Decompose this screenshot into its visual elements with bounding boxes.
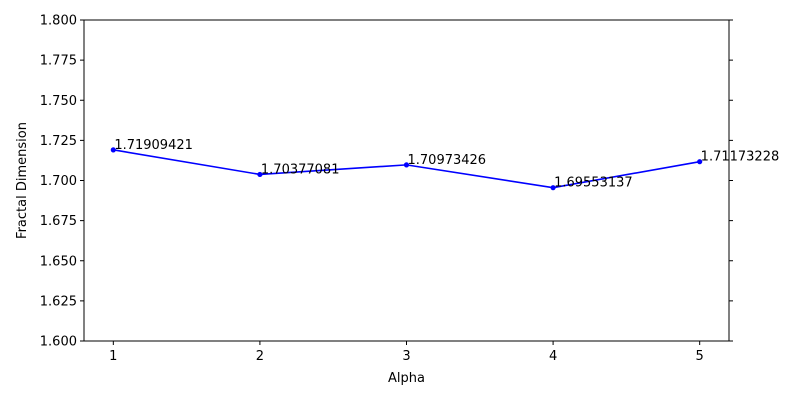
data-point — [257, 171, 263, 178]
x-axis-label: Alpha — [388, 371, 425, 386]
data-label: 1.71173228 — [701, 150, 780, 165]
y-axis-ticks: 1.600 1.625 1.650 1.675 1.700 1.725 1.750 1.775… — [40, 14, 733, 350]
data-point — [550, 185, 556, 191]
data-label: 1.70377081 — [261, 162, 340, 177]
plot-area — [84, 20, 729, 341]
y-axis-label: Fractal Dimension — [15, 122, 30, 239]
x-tick-label: 1 — [109, 349, 117, 364]
x-tick-label: 5 — [696, 349, 704, 364]
plot-frame — [83, 19, 730, 342]
y-tick-label: 1.775 — [40, 54, 77, 69]
y-tick-label: 1.700 — [40, 174, 77, 189]
data-point — [110, 147, 116, 153]
data-label: 1.71909421 — [114, 138, 193, 153]
data-point — [697, 159, 703, 165]
y-tick-label: 1.625 — [40, 294, 77, 309]
data-label: 1.70973426 — [408, 153, 487, 168]
y-tick-label: 1.750 — [40, 94, 77, 109]
x-tick-label: 4 — [549, 349, 557, 364]
data-point — [403, 162, 410, 168]
data-labels: 1.71909421 1.70377081 1.70973426 1.69553137… — [114, 138, 779, 191]
y-tick-label: 1.725 — [40, 134, 77, 149]
y-tick-label: 1.650 — [40, 254, 77, 269]
series-group — [110, 147, 703, 191]
x-axis-ticks: 1 2 3 4 5 — [109, 341, 704, 364]
data-label: 1.69553137 — [554, 176, 633, 191]
x-tick-label: 3 — [402, 349, 410, 364]
x-tick-label: 2 — [256, 349, 264, 364]
y-tick-label: 1.675 — [40, 214, 77, 229]
y-tick-label: 1.800 — [40, 14, 77, 29]
y-tick-label: 1.600 — [40, 335, 77, 350]
